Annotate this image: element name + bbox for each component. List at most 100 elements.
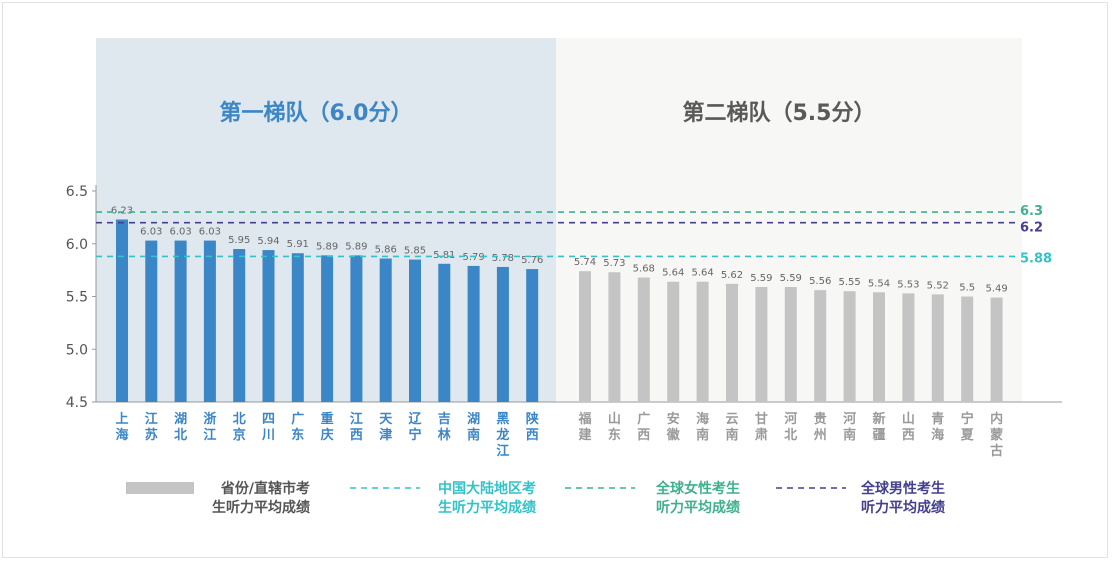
bar-value-label: 5.81	[433, 250, 455, 261]
y-tick-label: 6.5	[66, 184, 88, 200]
bar	[145, 240, 158, 402]
bar-value-label: 5.5	[959, 283, 975, 294]
bar-value-label: 5.64	[662, 268, 684, 279]
legend-label: 生听力平均成绩	[438, 499, 536, 516]
category-label: 江苏	[145, 411, 158, 443]
y-tick-label: 6.0	[66, 237, 88, 253]
category-label: 黑龙江	[496, 412, 509, 459]
bar-value-label: 5.54	[868, 278, 890, 289]
category-label: 吉林	[438, 412, 451, 443]
bar	[174, 240, 187, 402]
bar-value-label: 5.76	[521, 255, 543, 266]
category-label: 山西	[902, 411, 915, 443]
category-label: 陕西	[526, 411, 540, 443]
bar	[496, 266, 509, 402]
category-label: 广西	[637, 411, 650, 443]
bar-value-label: 5.79	[462, 252, 484, 263]
category-label: 甘肃	[755, 411, 768, 443]
bar	[667, 281, 680, 402]
legend-label: 听力平均成绩	[656, 499, 740, 516]
bar	[931, 294, 944, 402]
bar	[873, 292, 885, 402]
category-label: 四川	[261, 412, 275, 443]
bar-value-label: 5.59	[780, 273, 802, 284]
bar-value-label: 6.23	[111, 205, 133, 216]
bar-value-label: 5.85	[404, 246, 426, 257]
bar-value-label: 5.86	[375, 245, 397, 256]
bar	[637, 277, 650, 402]
legend-label: 全球男性考生	[860, 480, 945, 497]
legend-label: 中国大陆地区考	[438, 480, 536, 497]
bar-value-label: 5.53	[897, 279, 919, 290]
y-tick-label: 5.5	[66, 290, 88, 306]
legend-swatch-bar	[126, 482, 194, 494]
bar	[696, 281, 709, 402]
category-label: 青海	[931, 411, 944, 443]
reference-line-label-male: 6.2	[1020, 221, 1043, 236]
category-label: 海南	[696, 411, 709, 443]
bar-value-label: 5.68	[633, 264, 655, 275]
bar-value-label: 5.56	[809, 276, 831, 287]
bar	[579, 271, 591, 402]
bar-value-label: 6.03	[169, 227, 191, 238]
tier-title-1: 第一梯队（6.0分）	[220, 100, 413, 126]
bar-value-label: 5.59	[750, 273, 772, 284]
bar	[755, 287, 768, 402]
bar	[262, 250, 275, 402]
bar	[291, 253, 304, 402]
bar	[902, 293, 915, 402]
bar-value-label: 5.49	[985, 284, 1007, 295]
bar	[467, 265, 480, 402]
category-label: 贵州	[813, 411, 827, 443]
bar-value-label: 5.64	[691, 268, 713, 279]
bar-value-label: 5.89	[345, 241, 367, 252]
bar	[726, 283, 738, 402]
bar-value-label: 5.73	[603, 258, 625, 269]
category-label: 浙江	[203, 411, 216, 443]
category-label: 内蒙古	[990, 411, 1003, 459]
category-label: 宁夏	[960, 411, 975, 443]
category-label: 云南	[725, 412, 738, 443]
category-label: 江西	[350, 411, 363, 443]
bar	[203, 240, 216, 402]
y-tick-label: 5.0	[66, 342, 88, 358]
legend-label: 省份/直辖市考	[220, 480, 310, 497]
bar-value-label: 5.91	[287, 239, 309, 250]
bar-value-label: 5.74	[574, 257, 596, 268]
category-label: 河南	[843, 411, 856, 443]
bar	[843, 291, 856, 402]
bar-value-label: 5.55	[838, 277, 860, 288]
category-label: 福建	[577, 411, 591, 443]
bar	[379, 258, 392, 402]
category-label: 湖南	[467, 412, 480, 443]
bar	[438, 263, 451, 402]
reference-line-label-female: 6.3	[1020, 204, 1043, 219]
bar	[608, 272, 621, 402]
bar	[116, 219, 128, 402]
category-label: 上海	[115, 412, 128, 443]
bar	[814, 290, 827, 402]
category-label: 湖北	[174, 412, 187, 443]
bar-value-label: 6.03	[140, 227, 162, 238]
tier-title-2: 第二梯队（5.5分）	[683, 100, 876, 126]
legend-label: 生听力平均成绩	[212, 499, 310, 516]
category-label: 新疆	[872, 411, 885, 443]
bar-value-label: 6.03	[199, 227, 221, 238]
bar	[233, 249, 246, 402]
bar	[321, 255, 334, 402]
category-label: 河北	[784, 411, 797, 443]
category-label: 山东	[608, 411, 621, 443]
category-label: 安徽	[666, 411, 681, 443]
bar	[409, 259, 421, 402]
bar-value-label: 5.95	[228, 235, 250, 246]
bar-value-label: 5.62	[721, 270, 743, 281]
y-tick-label: 4.5	[66, 395, 88, 411]
bar	[526, 269, 539, 402]
legend-label: 全球女性考生	[655, 480, 740, 497]
category-label: 北京	[233, 412, 246, 443]
bar-value-label: 5.78	[492, 253, 514, 264]
category-label: 广东	[291, 411, 304, 443]
category-label: 重庆	[320, 411, 334, 443]
